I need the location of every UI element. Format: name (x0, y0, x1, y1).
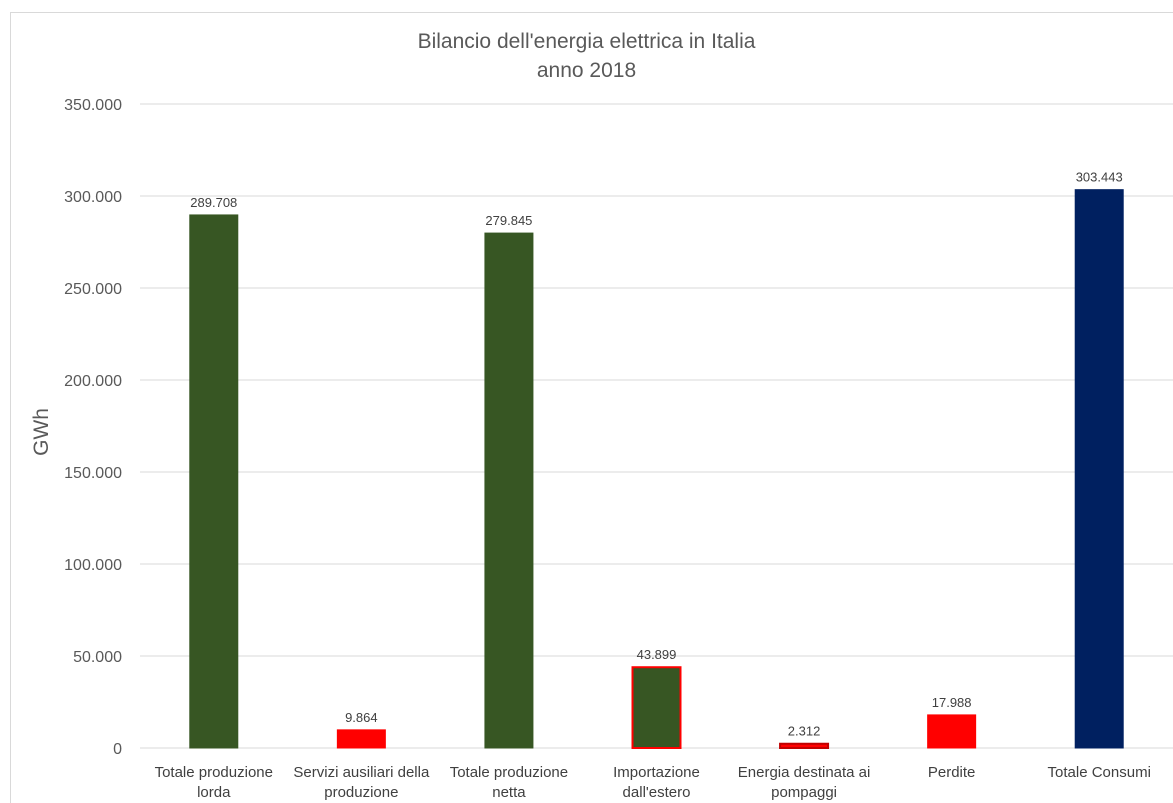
y-tick-label: 200.000 (64, 373, 122, 390)
chart-frame (10, 12, 1173, 803)
bars (189, 189, 1124, 749)
x-tick-label: lorda (197, 784, 231, 801)
x-tick-label: dall'estero (623, 784, 691, 801)
x-tick-label: produzione (324, 784, 398, 801)
bar (189, 214, 239, 749)
bar (927, 714, 977, 749)
y-tick-label: 350.000 (64, 97, 122, 114)
y-tick-label: 100.000 (64, 557, 122, 574)
chart-title: Bilancio dell'energia elettrica in Itali… (417, 30, 756, 53)
y-tick-label: 150.000 (64, 465, 122, 482)
data-label: 289.708 (190, 195, 237, 210)
data-label: 17.988 (932, 695, 972, 710)
x-tick-label: Totale Consumi (1048, 764, 1151, 781)
data-label: 43.899 (637, 647, 677, 662)
y-axis-ticks: 0 50.000 100.000 150.000 200.000 250.000 300.0… (64, 97, 122, 758)
x-tick-label: Totale produzione (450, 764, 568, 781)
y-tick-label: 50.000 (73, 649, 122, 666)
y-tick-label: 300.000 (64, 189, 122, 206)
x-tick-label: netta (492, 784, 526, 801)
bar (779, 742, 830, 749)
chart-subtitle: anno 2018 (536, 59, 637, 82)
bar (336, 729, 386, 749)
y-axis-label: GWh (30, 408, 53, 456)
x-tick-label: pompaggi (771, 784, 837, 801)
y-tick-label: 250.000 (64, 281, 122, 298)
data-labels: 289.708 9.864 279.845 43.899 2.312 17.988 303.… (190, 170, 1122, 739)
y-tick-label: 0 (113, 741, 122, 758)
bar (484, 232, 534, 749)
x-tick-label: Totale produzione (155, 764, 273, 781)
data-label: 9.864 (345, 710, 378, 725)
data-label: 303.443 (1076, 170, 1123, 185)
x-tick-label: Perdite (928, 764, 976, 781)
x-tick-label: Importazione (613, 764, 700, 781)
data-label: 279.845 (485, 213, 532, 228)
x-tick-label: Energia destinata ai (738, 764, 871, 781)
bar (1074, 189, 1124, 749)
bar (631, 666, 682, 749)
data-label: 2.312 (788, 724, 821, 739)
x-tick-label: Servizi ausiliari della (293, 764, 430, 781)
x-axis-ticks: Totale produzione lorda Servizi ausiliari … (155, 764, 1151, 801)
